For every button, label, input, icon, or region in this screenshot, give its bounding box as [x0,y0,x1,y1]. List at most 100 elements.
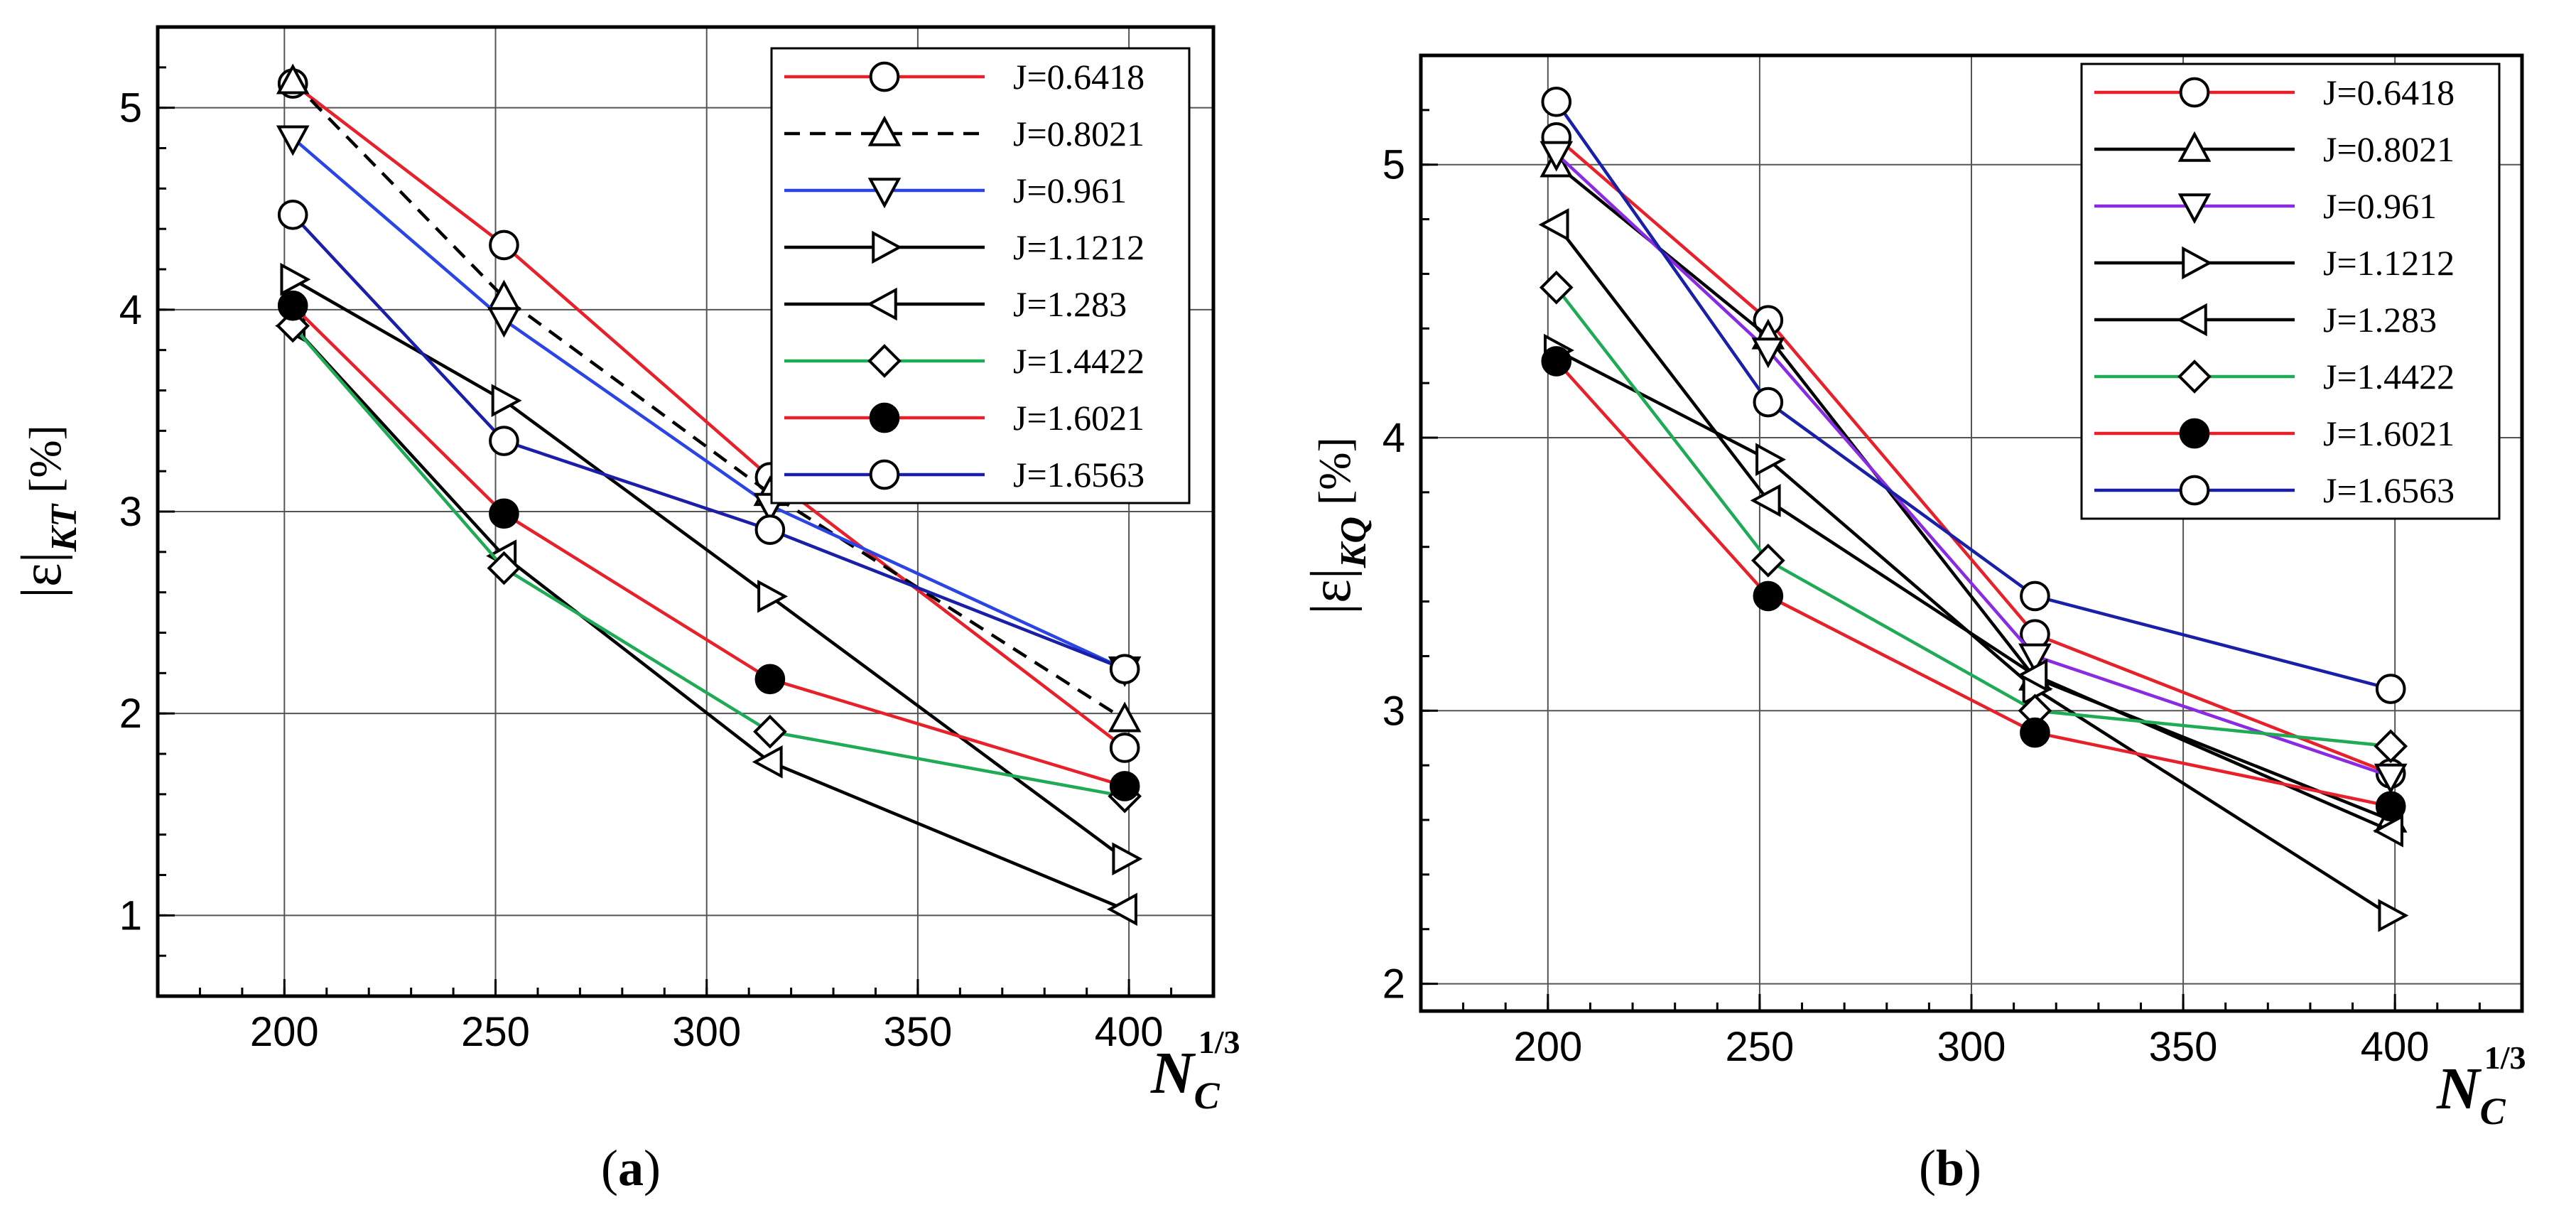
data-point [1112,842,1143,876]
x-axis-label-main: N [2436,1056,2482,1122]
data-point [1109,733,1140,763]
legend-label: J=0.6418 [1013,57,1144,97]
data-point [2017,659,2048,692]
series-line [291,325,1126,911]
series-line [291,213,1125,671]
caption-letter: b [1936,1140,1964,1197]
y-axis-label-main: |ε| [1300,568,1363,615]
data-point [1541,87,1572,117]
x-tick-label: 200 [1513,1024,1582,1070]
chart-panel-b: 200 250 300 350 400 2 3 4 5 J=0.6418 J=0.8021 J=0.9… [1300,53,2526,1197]
series-J=1.6563 [277,199,1140,684]
legend-marker [2177,131,2212,162]
legend-box [2080,63,2501,520]
data-point [489,498,519,529]
data-point [1751,337,1785,369]
x-tick-label: 200 [250,1009,319,1055]
legend-label: J=0.961 [1013,171,1127,210]
data-point [2375,674,2406,704]
y-tick-label: 3 [119,489,142,535]
data-point [1109,654,1140,684]
data-point [489,229,519,261]
y-tick-label: 4 [119,287,142,333]
y-tick-label: 2 [119,691,142,737]
data-point [280,262,311,296]
x-tick-label: 400 [2361,1024,2430,1070]
legend-label: J=1.6563 [2323,470,2455,510]
data-point [2374,763,2408,794]
x-tick-label: 400 [1095,1009,1164,1055]
data-point [754,514,786,545]
data-point [2378,899,2409,932]
legend-marker [869,459,900,490]
legend-marker [2179,475,2210,506]
x-tick-label: 300 [672,1009,741,1055]
x-tick-label: 300 [1937,1024,2006,1070]
x-tick-label: 350 [2149,1024,2218,1070]
plot-frame [1419,53,2524,1013]
series-line [1555,349,2392,917]
data-point [1753,387,1784,418]
x-tick-label: 250 [1726,1024,1795,1070]
series-J=1.6021 [1541,346,2406,822]
y-axis-label-subscript: KT [44,503,85,553]
legend-label: J=1.1212 [1013,227,1144,267]
data-point [491,384,522,418]
y-axis-label-unit: [%] [20,425,70,493]
data-point [757,580,789,613]
x-axis-label: NC 1/3 [2436,1039,2526,1133]
data-point [1539,270,1574,305]
y-axis-label: |ε|KQ [%] [1300,437,1374,615]
x-axis-label-subscript: C [1194,1074,1221,1117]
legend-label: J=1.6563 [1013,455,1144,495]
series-J=1.4422 [1539,270,2408,764]
data-point [276,63,310,94]
data-point [754,664,786,695]
y-axis-label-unit: [%] [1309,437,1360,505]
data-point [277,290,308,321]
data-point [487,307,521,338]
x-axis-label-subscript: C [2480,1090,2506,1133]
panel-caption: (b) [1919,1140,1981,1197]
legend-label: J=1.6021 [1013,398,1144,438]
caption-letter: a [618,1140,644,1197]
legend-marker [2176,303,2207,337]
x-axis-label-superscript: 1/3 [1198,1024,1240,1060]
data-point [1109,771,1140,801]
data-point [2020,717,2050,748]
legend-marker [2179,418,2210,449]
data-point [1106,892,1137,927]
y-axis-label-main: |ε| [11,551,73,598]
series-line [1554,101,2391,691]
legend-label: J=1.4422 [2323,357,2455,396]
data-point [1108,701,1142,733]
data-point [2020,580,2050,612]
legend-label: J=0.8021 [1013,114,1144,153]
y-tick-label: 3 [1382,688,1405,734]
data-point [753,714,787,749]
data-point [487,551,521,585]
legend: J=0.6418 J=0.8021 J=0.961 J=1.1212 J=1.283 J=… [2080,63,2501,520]
caption-paren-open: ( [601,1140,618,1197]
y-tick-label: 4 [1382,415,1405,461]
legend-marker [867,115,902,146]
series-line [1555,360,2391,808]
x-axis-label-main: N [1150,1040,1196,1106]
series-J=1.1212 [280,262,1143,876]
data-point [1751,544,1785,578]
legend-box [770,47,1191,504]
legend-marker [869,61,900,92]
series-line [1555,136,2392,775]
legend-label: J=0.8021 [2323,129,2455,169]
series-J=1.283 [1538,207,2403,848]
legend-marker [867,344,902,378]
series-line [291,325,1125,798]
data-point [1755,443,1787,477]
y-axis-label: |ε|KT [%] [11,425,85,598]
x-tick-label: 250 [461,1009,530,1055]
series-line [291,82,1126,750]
legend-label: J=1.283 [1013,284,1127,324]
y-tick-label: 5 [119,85,142,131]
y-tick-label: 1 [119,892,142,939]
